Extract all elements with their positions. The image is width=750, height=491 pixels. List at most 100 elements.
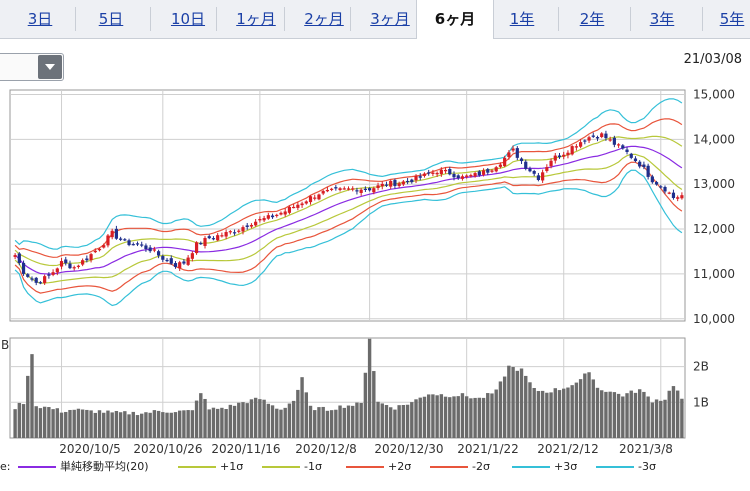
tab-5[interactable]: 2ヶ月 xyxy=(304,10,344,28)
candle-body xyxy=(258,219,262,221)
volume-bar xyxy=(359,402,363,438)
candle-body xyxy=(51,272,55,275)
volume-bar xyxy=(452,396,456,438)
volume-bar xyxy=(625,393,629,438)
volume-bar xyxy=(85,409,89,438)
volume-bar xyxy=(321,406,325,438)
candle-body xyxy=(583,140,587,142)
volume-bar xyxy=(177,410,182,438)
tab-7[interactable]: 6ヶ月 xyxy=(416,0,494,39)
legend-label: -3σ xyxy=(638,460,656,473)
volume-bar xyxy=(477,397,482,438)
candle-body xyxy=(355,190,359,192)
price-tick-label: 11,000 xyxy=(693,267,735,281)
x-tick-label: 2020/10/5 xyxy=(59,442,121,456)
candle-body xyxy=(494,167,498,172)
volume-bar xyxy=(144,412,148,438)
volume-bar xyxy=(376,401,380,438)
candle-body xyxy=(262,218,266,221)
candle-body xyxy=(515,148,519,158)
x-tick-label: 2020/12/30 xyxy=(374,442,443,456)
volume-bar xyxy=(515,370,520,438)
candle-body xyxy=(203,238,207,246)
tab-separator xyxy=(558,7,559,31)
candle-body xyxy=(473,173,477,177)
volume-bar xyxy=(578,379,583,438)
legend-label: +1σ xyxy=(220,460,244,473)
volume-bar xyxy=(262,399,266,438)
volume-bar xyxy=(675,390,680,438)
candle-body xyxy=(254,221,258,226)
volume-bar xyxy=(426,394,431,438)
volume-tick-label: 2B xyxy=(693,360,709,374)
candle-body xyxy=(93,250,97,253)
price-plot-frame xyxy=(9,89,686,322)
candle-body xyxy=(443,169,448,172)
band-minus-1-sigma xyxy=(14,153,683,284)
volume-bar xyxy=(26,375,30,438)
x-tick-label: 2020/10/26 xyxy=(133,442,202,456)
volume-bar xyxy=(21,404,26,438)
tab-4[interactable]: 1ヶ月 xyxy=(236,10,276,28)
tab-9[interactable]: 2年 xyxy=(579,10,605,28)
volume-bar xyxy=(351,405,355,438)
volume-bar xyxy=(355,402,359,438)
volume-bar xyxy=(59,412,64,438)
legend-swatch xyxy=(262,466,300,468)
volume-bar xyxy=(270,405,275,438)
volume-bar xyxy=(443,396,448,438)
volume-bar xyxy=(654,399,659,438)
volume-bar xyxy=(51,409,55,438)
candle-body xyxy=(427,172,431,174)
candle-body xyxy=(570,146,574,155)
candle-body xyxy=(114,228,118,239)
candle-body xyxy=(76,265,81,267)
candle-body xyxy=(448,169,452,175)
chevron-down-icon[interactable] xyxy=(38,55,62,79)
tab-separator xyxy=(630,7,631,31)
volume-bar xyxy=(72,409,76,438)
candle-body xyxy=(422,173,427,176)
volume-bar xyxy=(490,393,494,438)
candle-body xyxy=(270,215,275,218)
legend-swatch xyxy=(178,466,216,468)
candle-body xyxy=(43,276,47,284)
candle-body xyxy=(89,254,93,261)
tab-2[interactable]: 5日 xyxy=(98,10,124,28)
tab-3[interactable]: 10日 xyxy=(170,10,206,28)
volume-bar xyxy=(313,410,317,438)
tab-1[interactable]: 3日 xyxy=(27,10,53,28)
volume-bar xyxy=(253,397,258,438)
candle-body xyxy=(325,189,329,192)
volume-bar xyxy=(414,399,418,438)
tab-8[interactable]: 1年 xyxy=(509,10,535,28)
candle-body xyxy=(405,180,410,183)
price-tick-label: 13,000 xyxy=(693,177,735,191)
candle-body xyxy=(123,239,127,241)
volume-bar xyxy=(258,399,262,438)
tab-6[interactable]: 3ヶ月 xyxy=(370,10,410,28)
legend-swatch xyxy=(346,466,384,468)
candle-body xyxy=(579,142,583,147)
volume-tick-label: 1B xyxy=(693,395,709,409)
volume-bar xyxy=(566,387,570,438)
volume-bar xyxy=(245,403,249,438)
candle-body xyxy=(431,172,435,174)
price-tick-label: 14,000 xyxy=(693,132,735,146)
candle-body xyxy=(64,259,68,264)
candle-body xyxy=(418,176,422,178)
candle-body xyxy=(199,243,203,245)
candle-body xyxy=(616,144,621,146)
tab-11[interactable]: 5年 xyxy=(719,10,745,28)
candle-body xyxy=(186,257,190,265)
chart-type-dropdown[interactable] xyxy=(0,53,64,81)
volume-bar xyxy=(173,412,178,438)
tab-10[interactable]: 3年 xyxy=(649,10,675,28)
candle-body xyxy=(81,260,85,265)
volume-bar xyxy=(372,371,376,438)
volume-bar xyxy=(203,398,207,438)
candle-body xyxy=(566,152,570,156)
candle-body xyxy=(330,188,334,190)
candle-body xyxy=(654,182,659,185)
candle-body xyxy=(671,192,676,199)
